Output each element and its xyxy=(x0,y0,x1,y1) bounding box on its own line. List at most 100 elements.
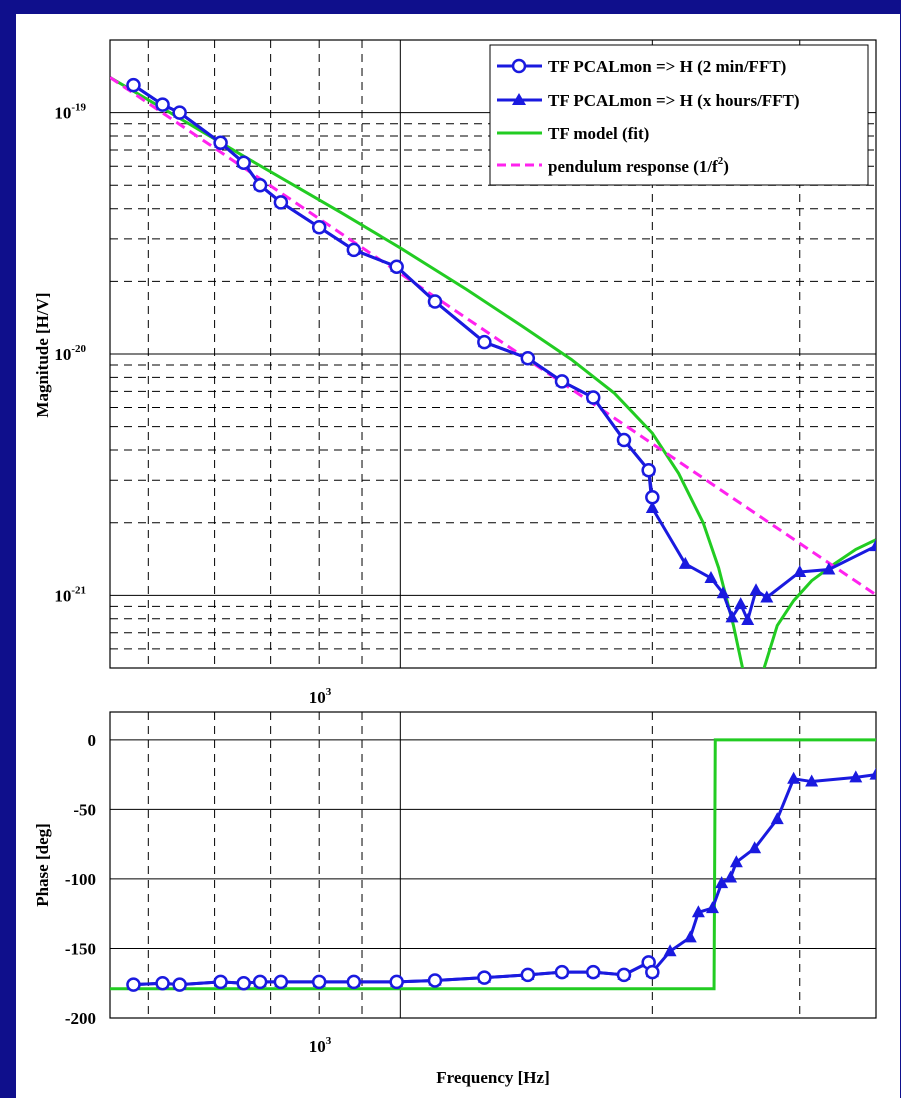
magnitude-circle-point xyxy=(273,195,289,210)
phase-circle-point xyxy=(616,967,632,983)
phase-y-tick-label: -100 xyxy=(65,870,96,889)
legend-label-2min: TF PCALmon => H (2 min/FFT) xyxy=(548,57,786,76)
legend-box xyxy=(489,44,869,186)
phase-triangle-point xyxy=(748,841,762,854)
magnitude-circle-point xyxy=(155,97,170,112)
legend-triangle-marker xyxy=(512,93,526,105)
magnitude-y-tick-label: 10-19 xyxy=(54,102,86,123)
magnitude-x-tick-label: 103 xyxy=(309,686,332,707)
magnitude-circle-point xyxy=(126,77,141,93)
phase-circle-point xyxy=(554,964,570,980)
magnitude-circle-point xyxy=(346,242,362,258)
phase-triangle-point xyxy=(770,812,784,825)
magnitude-triangle-point xyxy=(741,613,755,626)
magnitude-y-label: Magnitude [H/V] xyxy=(33,292,52,417)
phase-series-line xyxy=(110,738,876,991)
magnitude-triangle-point xyxy=(869,539,876,552)
phase-y-tick-label: -200 xyxy=(65,1009,96,1028)
magnitude-series-0 xyxy=(126,77,660,505)
tick-exp: -21 xyxy=(71,584,86,596)
tick-exp: -20 xyxy=(71,343,86,355)
magnitude-series-line xyxy=(110,76,876,597)
legend-circle-marker xyxy=(511,58,527,74)
phase-series-0 xyxy=(126,955,660,992)
phase-circle-point xyxy=(213,974,228,990)
phase-triangle-point xyxy=(683,930,697,943)
legend-pendulum-sup: 2 xyxy=(718,155,724,167)
phase-triangle-point xyxy=(715,876,729,889)
phase-triangle-point xyxy=(729,855,743,868)
phase-y-tick-label: 0 xyxy=(88,731,97,750)
phase-circle-point xyxy=(172,977,187,992)
phase-circle-point xyxy=(427,973,443,988)
tick-base: 10 xyxy=(54,586,71,605)
phase-triangle-point xyxy=(787,771,801,784)
legend-label-xhours: TF PCALmon => H (x hours/FFT) xyxy=(548,91,800,110)
phase-plot: 0 -50 -100 -150 -200 103 Phase [deg] Frequen… xyxy=(33,711,877,1087)
magnitude-circle-point xyxy=(172,105,187,120)
magnitude-triangle-point xyxy=(760,590,774,603)
magnitude-circle-point xyxy=(427,294,443,309)
phase-circle-point xyxy=(520,967,536,983)
magnitude-circle-point xyxy=(477,334,492,350)
phase-circle-point xyxy=(346,974,362,990)
tick-base: 10 xyxy=(54,104,71,123)
phase-circle-point xyxy=(273,974,289,990)
magnitude-circle-point xyxy=(645,489,660,505)
tick-exp: 3 xyxy=(326,686,332,698)
magnitude-triangle-point xyxy=(749,583,763,596)
phase-circle-point xyxy=(236,975,251,991)
x-axis-label: Frequency [Hz] xyxy=(436,1068,549,1087)
magnitude-triangle-point xyxy=(793,564,807,577)
phase-y-label: Phase [deg] xyxy=(33,823,52,907)
magnitude-circle-point xyxy=(585,390,601,405)
legend-label-pendulum: pendulum response (1/f2) xyxy=(548,155,729,176)
phase-circle-point xyxy=(477,970,492,985)
magnitude-series-3 xyxy=(110,76,876,597)
magnitude-circle-point xyxy=(311,220,327,235)
phase-circle-point xyxy=(645,964,660,980)
magnitude-series xyxy=(110,76,876,668)
magnitude-y-tick-label: 10-20 xyxy=(54,343,86,364)
phase-triangle-point xyxy=(849,770,863,783)
legend: TF PCALmon => H (2 min/FFT) TF PCALmon =… xyxy=(489,44,869,186)
tick-exp: 3 xyxy=(326,1035,332,1047)
magnitude-triangle-point xyxy=(704,570,718,583)
magnitude-series-2 xyxy=(110,76,876,668)
magnitude-circle-point xyxy=(641,462,656,478)
magnitude-grid xyxy=(110,39,876,669)
magnitude-circle-point xyxy=(213,135,228,151)
magnitude-triangle-point xyxy=(734,597,748,610)
magnitude-triangle-point xyxy=(716,586,730,599)
phase-y-ticks: 0 -50 -100 -150 -200 xyxy=(65,731,96,1028)
phase-series-2 xyxy=(110,738,876,991)
phase-y-tick-label: -150 xyxy=(65,939,96,958)
phase-circle-point xyxy=(585,964,601,980)
magnitude-circle-point xyxy=(389,259,404,274)
magnitude-circle-point xyxy=(554,374,570,389)
phase-circle-point xyxy=(155,975,170,991)
magnitude-series-line xyxy=(110,76,876,668)
legend-pendulum-end: ) xyxy=(723,157,729,176)
phase-triangle-point xyxy=(869,767,876,780)
magnitude-triangle-point xyxy=(645,501,659,514)
magnitude-triangle-point xyxy=(822,562,836,575)
magnitude-circle-point xyxy=(236,155,251,171)
phase-circle-point xyxy=(126,977,141,992)
magnitude-circle-point xyxy=(616,432,632,448)
magnitude-triangle-point xyxy=(678,556,692,569)
magnitude-series-line xyxy=(132,83,654,498)
phase-triangle-point xyxy=(663,944,677,957)
phase-grid xyxy=(110,712,876,1019)
figure-panel xyxy=(16,14,900,1098)
phase-circle-point xyxy=(252,974,268,990)
phase-triangle-point xyxy=(691,905,705,918)
phase-circle-point xyxy=(389,974,404,990)
phase-series xyxy=(110,738,876,992)
phase-axes-box xyxy=(109,711,877,1019)
phase-triangle-point xyxy=(805,774,819,787)
tick-base: 10 xyxy=(309,688,326,707)
magnitude-circle-point xyxy=(520,351,536,366)
phase-series-line xyxy=(133,773,876,987)
